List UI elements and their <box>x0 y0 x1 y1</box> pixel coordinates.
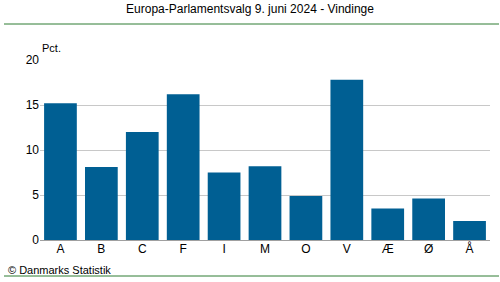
svg-text:B: B <box>97 242 105 256</box>
svg-text:F: F <box>180 242 187 256</box>
svg-text:15: 15 <box>26 98 40 112</box>
svg-text:Europa-Parlamentsvalg 9. juni: Europa-Parlamentsvalg 9. juni 2024 - Vin… <box>126 2 374 16</box>
svg-text:I: I <box>222 242 225 256</box>
svg-text:O: O <box>301 242 310 256</box>
svg-text:20: 20 <box>26 53 40 67</box>
svg-text:© Danmarks Statistik: © Danmarks Statistik <box>8 264 111 276</box>
svg-text:A: A <box>56 242 64 256</box>
svg-text:Ø: Ø <box>424 242 433 256</box>
svg-text:V: V <box>343 242 351 256</box>
svg-text:5: 5 <box>32 188 39 202</box>
svg-text:Æ: Æ <box>382 242 394 256</box>
svg-text:C: C <box>138 242 147 256</box>
svg-text:Å: Å <box>466 241 474 256</box>
svg-text:0: 0 <box>32 233 39 247</box>
svg-text:10: 10 <box>26 143 40 157</box>
svg-text:M: M <box>260 242 270 256</box>
svg-text:Pct.: Pct. <box>42 42 61 54</box>
